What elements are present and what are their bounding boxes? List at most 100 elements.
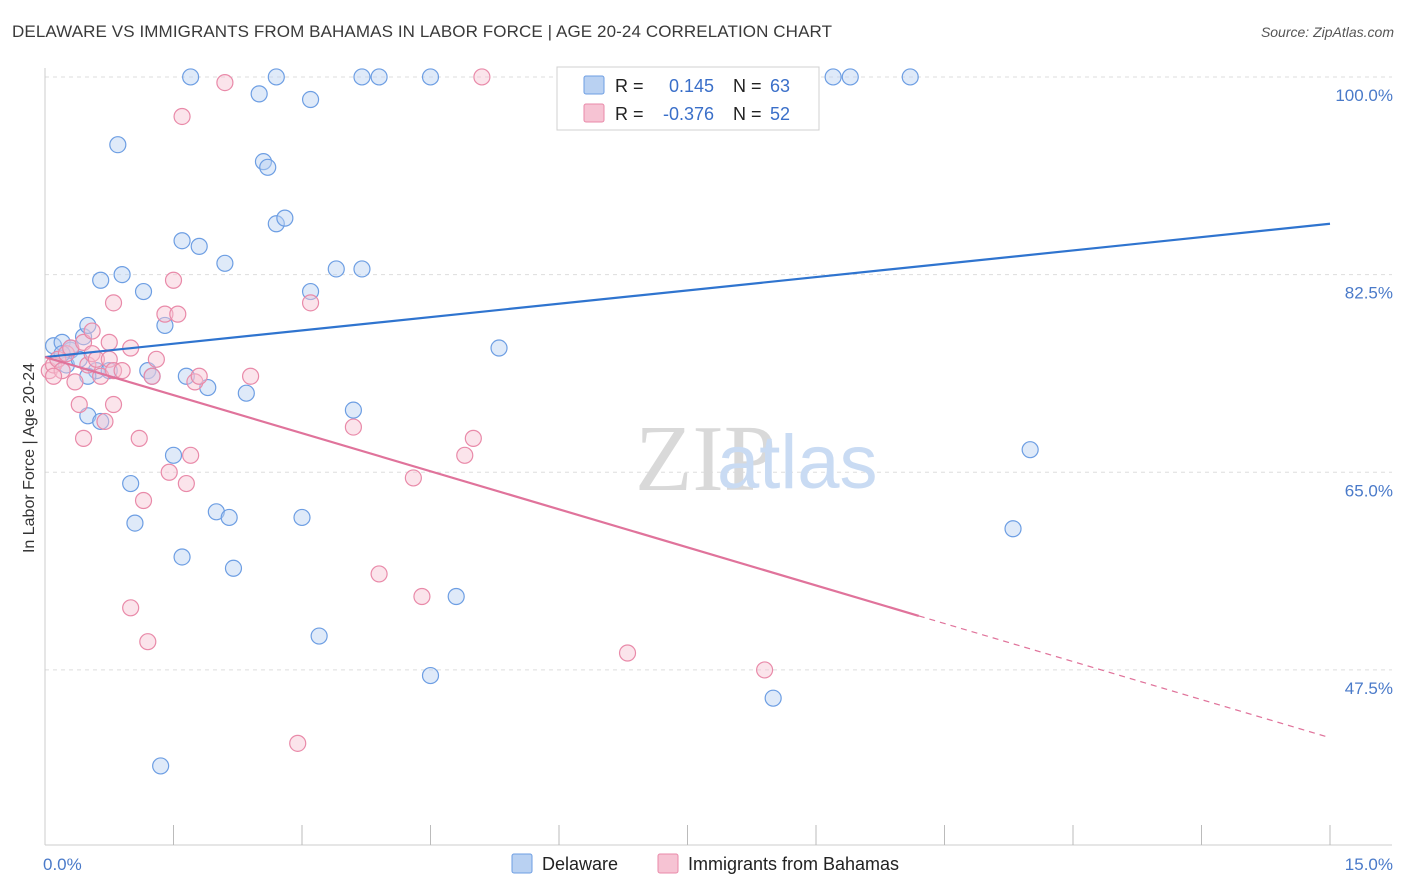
bahamas-point-28 [156, 305, 174, 323]
delaware-point-38 [276, 209, 294, 227]
bahamas-point-33 [182, 446, 200, 464]
bahamas-point-36 [190, 367, 208, 385]
bahamas-trend-line-dashed [918, 615, 1331, 739]
trend-lines [44, 222, 1331, 739]
bahamas-point-45 [456, 446, 474, 464]
bottom-legend-bahamas: Immigrants from Bahamas [688, 854, 899, 874]
y-axis-label: In Labor Force | Age 20-24 [21, 363, 38, 553]
chart-source: Source: ZipAtlas.com [1260, 24, 1394, 40]
delaware-point-25 [177, 367, 195, 385]
delaware-point-12 [92, 412, 110, 431]
delaware-point-36 [259, 158, 277, 176]
bahamas-point-42 [370, 565, 388, 583]
delaware-point-6 [74, 328, 93, 346]
delaware-trend-line [44, 222, 1331, 359]
delaware-point-42 [301, 90, 320, 109]
legend-n-value-2: 52 [770, 104, 790, 124]
delaware-point-52 [490, 339, 508, 357]
bahamas-point-49 [755, 661, 774, 679]
watermark: ZIP atlas [635, 407, 878, 511]
delaware-point-31 [220, 508, 238, 527]
bahamas-point-38 [242, 367, 260, 385]
delaware-point-33 [237, 384, 255, 402]
delaware-point-47 [353, 68, 371, 86]
delaware-point-54 [824, 68, 842, 86]
delaware-points [44, 68, 1039, 775]
legend-n-label-2: N = [733, 104, 762, 124]
legend-n-label-1: N = [733, 76, 762, 96]
bottom-legend-swatch-delaware [511, 853, 533, 874]
y-tick-label-1: 65.0% [1345, 481, 1393, 500]
delaware-point-51 [421, 68, 440, 86]
delaware-point-56 [901, 68, 919, 86]
bahamas-point-15 [70, 395, 88, 414]
delaware-point-43 [310, 627, 328, 645]
y-tick-label-3: 100.0% [1335, 86, 1393, 105]
delaware-point-34 [250, 85, 268, 103]
delaware-point-22 [164, 446, 183, 464]
legend-r-label-2: R = [615, 104, 644, 124]
bahamas-point-30 [160, 463, 178, 481]
bahamas-point-32 [173, 107, 191, 126]
delaware-point-15 [113, 266, 131, 284]
delaware-point-37 [267, 215, 285, 233]
bahamas-point-37 [216, 73, 234, 92]
delaware-point-30 [216, 254, 234, 272]
bahamas-point-48 [618, 644, 637, 662]
delaware-point-24 [173, 232, 191, 250]
bahamas-point-13 [100, 333, 118, 351]
bahamas-point-40 [289, 734, 307, 752]
legend-r-value-1: 0.145 [669, 76, 714, 96]
delaware-point-39 [267, 68, 285, 86]
delaware-point-40 [293, 508, 311, 527]
bottom-legend-swatch-bahamas [657, 853, 679, 874]
delaware-point-44 [327, 260, 345, 278]
legend-n-value-1: 63 [770, 76, 790, 96]
delaware-point-60 [152, 757, 170, 775]
bahamas-point-29 [164, 271, 183, 289]
legend-r-value-2: -0.376 [663, 104, 714, 124]
bahamas-point-6 [66, 373, 84, 391]
bahamas-trend-line [44, 356, 920, 617]
bahamas-point-43 [404, 469, 422, 487]
delaware-point-50 [447, 587, 465, 606]
bahamas-point-24 [134, 491, 153, 510]
delaware-point-57 [1004, 520, 1022, 538]
bahamas-point-17 [96, 412, 114, 431]
delaware-point-59 [764, 689, 782, 707]
legend-swatch-bahamas [583, 103, 605, 123]
delaware-point-16 [134, 282, 153, 301]
bahamas-point-50 [44, 367, 63, 385]
bahamas-point-31 [169, 305, 187, 323]
delaware-point-49 [421, 666, 440, 685]
delaware-point-26 [190, 237, 208, 255]
delaware-point-58 [1021, 441, 1039, 459]
delaware-point-17 [122, 474, 140, 493]
bahamas-point-51 [83, 322, 101, 340]
tick-labels: 47.5% 65.0% 82.5% 100.0% 0.0% 15.0% [43, 86, 1393, 874]
watermark-atlas: atlas [717, 420, 878, 505]
bottom-legend-delaware: Delaware [542, 854, 618, 874]
delaware-point-46 [353, 260, 371, 278]
grid-lines [45, 76, 1392, 671]
bottom-legend: Delaware Immigrants from Bahamas [511, 853, 899, 874]
delaware-point-13 [109, 136, 127, 154]
delaware-point-32 [224, 559, 243, 577]
delaware-point-48 [370, 68, 388, 86]
bahamas-point-47 [473, 68, 491, 86]
legend-swatch-delaware [583, 75, 605, 95]
bahamas-point-23 [130, 429, 148, 447]
bahamas-point-41 [344, 418, 362, 436]
x-tick-label-start: 0.0% [43, 855, 82, 874]
bahamas-point-39 [301, 294, 320, 312]
delaware-point-18 [126, 514, 144, 532]
y-tick-label-0: 47.5% [1345, 679, 1393, 698]
bahamas-point-44 [413, 587, 431, 606]
delaware-point-45 [344, 401, 362, 419]
axes [44, 68, 1392, 846]
y-tick-label-2: 82.5% [1345, 284, 1393, 303]
bahamas-points [40, 68, 774, 752]
bahamas-point-18 [104, 395, 123, 414]
bahamas-point-26 [143, 367, 161, 385]
